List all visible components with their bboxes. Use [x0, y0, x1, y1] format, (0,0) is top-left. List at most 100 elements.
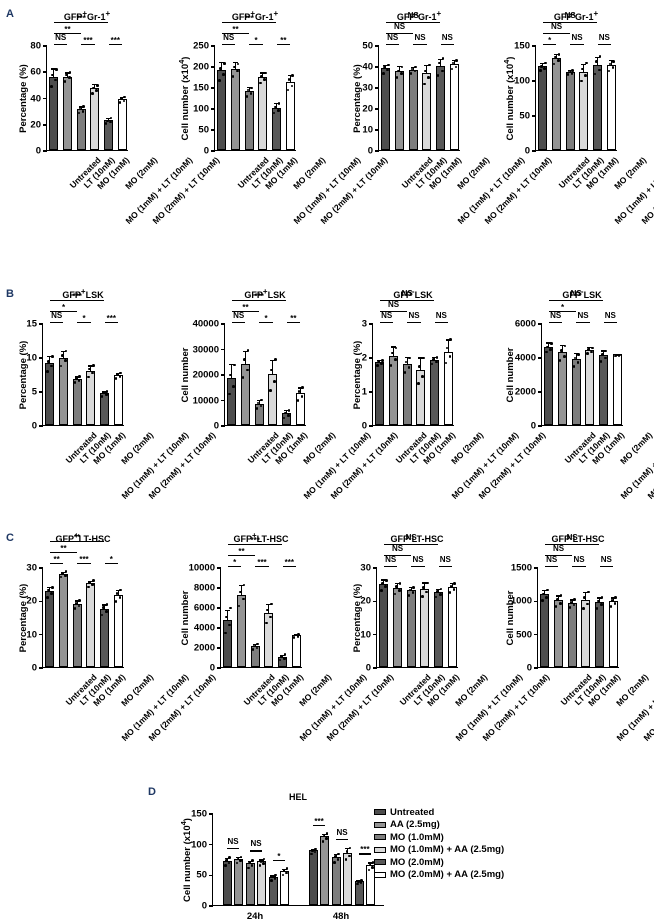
- error-cap-a1-3: [92, 84, 98, 86]
- data-point-b1-5-0: [114, 377, 118, 380]
- data-point-b4-2-3: [577, 353, 580, 356]
- y-tick-a4-3: [532, 45, 536, 47]
- data-point-a1-0-3: [55, 68, 58, 71]
- data-point-c4-1-1: [559, 602, 562, 605]
- error-cap-c3-1: [395, 582, 400, 584]
- y-tick-c1-3: [39, 567, 43, 569]
- error-cap-a4-0: [540, 62, 546, 65]
- error-bar-b2-0: [231, 363, 233, 380]
- error-cap-a2-3: [260, 72, 266, 74]
- data-point-c2-2-3: [256, 642, 259, 646]
- data-point-c4-4-1: [600, 603, 603, 606]
- legend-label-0: Untreated: [390, 806, 435, 818]
- panel-letter-b: B: [6, 288, 14, 300]
- data-point-b2-2-0: [255, 407, 259, 410]
- data-point-b4-4-1: [604, 356, 607, 360]
- legend-label-4: MO (2.0mM): [390, 856, 444, 868]
- chart-title-a4: GFP-Gr-1+: [553, 9, 599, 23]
- legend-item-5: MO (2.0mM) + AA (2.5mg): [374, 869, 504, 882]
- significance-line-a1-1: [53, 33, 82, 35]
- data-point-d1-1-2-1: [336, 858, 340, 861]
- y-tick-label-c1-0: 0: [31, 662, 37, 674]
- error-cap-a3-4: [438, 58, 443, 60]
- chart-c1: GFP+LT-HSC Percentage (%) 0 10 20 30 ** ** ** ***…: [18, 532, 218, 743]
- data-point-b2-1-0: [241, 376, 245, 379]
- y-tick-label-c2-3: 6000: [193, 602, 215, 614]
- significance-label-b2-2: ***: [254, 292, 264, 301]
- y-tick-c3-2: [373, 600, 377, 603]
- error-cap-a2-0: [219, 61, 225, 64]
- error-bar-a3-5: [453, 59, 455, 65]
- error-bar-b2-1: [244, 351, 247, 365]
- bar-a2-3: [258, 77, 268, 150]
- y-tick-label-c3-1: 10: [360, 629, 371, 641]
- data-point-d1-1-5-3: [371, 861, 375, 864]
- y-tick-label-c4-3: 1500: [510, 562, 532, 574]
- legend-swatch-2: [374, 834, 386, 841]
- data-point-d1-1-3-1: [348, 854, 351, 858]
- data-point-a2-3-2: [260, 74, 263, 78]
- y-tick-c1-2: [39, 600, 43, 603]
- error-cap-c3-3: [422, 582, 428, 584]
- y-tick-label-a4-1: 50: [519, 110, 530, 122]
- data-point-c1-2-2: [74, 602, 78, 605]
- y-tick-label-a2-2: 100: [193, 103, 209, 115]
- y-tick-c4-2: [534, 600, 538, 603]
- data-point-c3-0-3: [385, 579, 388, 582]
- data-point-c2-2-0: [251, 648, 255, 651]
- y-tick-b1-2: [39, 357, 43, 359]
- data-point-a3-4-2: [437, 61, 441, 65]
- plot-area-a4: 0 50 100 150 * NS NS NS NS: [514, 11, 617, 157]
- significance-line-a4-2: [542, 22, 598, 24]
- significance-line-c2-3: [255, 566, 269, 568]
- data-point-c1-5-0: [114, 600, 118, 603]
- y-tick-a4-2: [532, 80, 536, 82]
- y-tick-label-b1-3: 15: [26, 318, 37, 330]
- data-point-a2-1-3: [236, 62, 240, 66]
- y-tick-label-c3-3: 30: [360, 562, 371, 574]
- data-point-a3-0-1: [386, 68, 389, 72]
- chart-c3: GFP-LT-HSC Percentage (%) 0 10 20 30 NS NS NS NS N…: [352, 532, 552, 743]
- data-point-c4-5-2: [610, 599, 614, 602]
- data-point-b2-5-1: [300, 395, 304, 398]
- significance-line-b2-3: [259, 322, 273, 324]
- error-cap-b1-1: [61, 350, 66, 352]
- error-bar-b4-2: [575, 352, 577, 361]
- significance-line-d1-1-2: [359, 853, 371, 855]
- error-cap-b1-5: [115, 372, 121, 375]
- significance-label-b3-3: NS: [408, 311, 420, 320]
- data-point-c3-0-2: [381, 582, 384, 585]
- error-bar-b3-2: [406, 356, 408, 366]
- data-point-b1-5-3: [119, 371, 122, 375]
- data-point-d1-1-4-1: [359, 881, 363, 885]
- bar-a4-2: [565, 71, 575, 150]
- data-point-a3-0-3: [387, 63, 390, 67]
- y-tick-a3-3: [375, 87, 379, 89]
- chart-title-a1: GFP+Gr-1+: [63, 9, 111, 23]
- error-cap-c1-0: [47, 586, 53, 588]
- y-tick-label-a3-3: 30: [362, 82, 373, 94]
- error-bar-b1-0: [49, 355, 51, 365]
- error-bar-b3-5: [447, 339, 449, 353]
- significance-label-a1-1: **: [64, 25, 71, 34]
- y-tick-b3-2: [369, 357, 373, 359]
- data-point-a4-0-3: [544, 61, 547, 65]
- y-tick-label-b4-0: 0: [530, 420, 536, 432]
- error-bar-c2-1: [240, 585, 243, 596]
- data-point-b3-5-2: [445, 346, 449, 350]
- data-point-b3-2-0: [403, 371, 407, 374]
- y-tick-a2-0: [211, 150, 215, 152]
- error-cap-b1-0: [47, 355, 53, 358]
- bar-b4-5: [612, 354, 622, 425]
- data-point-a1-4-1: [109, 120, 112, 124]
- bar-c2-3: [264, 612, 274, 667]
- data-point-a3-4-3: [441, 57, 445, 60]
- data-point-b4-3-1: [590, 350, 593, 354]
- y-tick-label-a1-4: 80: [30, 40, 41, 52]
- data-point-b4-5-2: [614, 353, 618, 357]
- error-bar-c3-5: [451, 582, 453, 588]
- plot-area-a1: 0 20 40 60 80 NS ** *** *** ***: [30, 14, 128, 157]
- data-point-c3-4-1: [439, 593, 442, 596]
- significance-label-b4-0: NS: [550, 311, 562, 320]
- y-tick-d1-3: [209, 813, 213, 815]
